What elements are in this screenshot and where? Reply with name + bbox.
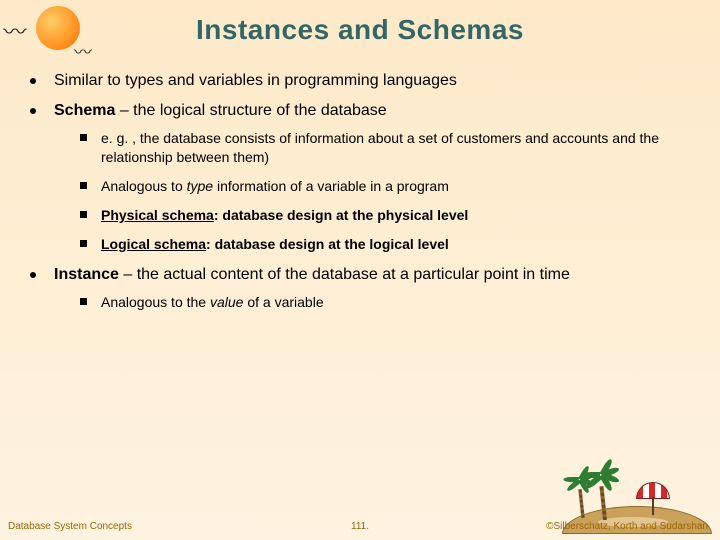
main-bullet: Schema – the logical structure of the da… (30, 100, 700, 122)
sub-bullet: Logical schema: database design at the l… (80, 235, 700, 254)
bullet-text: Schema – the logical structure of the da… (54, 100, 387, 122)
sub-bullet: Analogous to type information of a varia… (80, 177, 700, 196)
text-fragment: Analogous to (101, 178, 187, 194)
bullet-text: Similar to types and variables in progra… (54, 70, 457, 92)
palm-tree-icon (592, 464, 618, 520)
sub-bullet: Physical schema: database design at the … (80, 206, 700, 225)
footer-left: Database System Concepts (8, 521, 132, 532)
palm-trunk (599, 486, 607, 520)
umbrella-icon (636, 482, 670, 516)
square-bullet-icon (80, 182, 87, 189)
sub-bullet: Analogous to the value of a variable (80, 293, 700, 312)
footer-right: ©Silberschatz, Korth and Sudarshan (546, 521, 708, 532)
sub-bullet-text: e. g. , the database consists of informa… (101, 129, 700, 167)
bullet-text-rest: – the actual content of the database at … (119, 266, 570, 283)
text-fragment: Analogous to the (101, 294, 210, 310)
main-bullet: Instance – the actual content of the dat… (30, 264, 700, 286)
palm-trunk (578, 489, 584, 518)
emphasis-value: value (210, 294, 243, 310)
slide-title: Instances and Schemas (0, 0, 720, 46)
bullet-dot-icon (30, 108, 36, 114)
sub-bullet-list: Analogous to the value of a variable (80, 293, 700, 312)
text-fragment: : database design at the logical level (206, 236, 449, 252)
square-bullet-icon (80, 240, 87, 247)
slide-footer: Database System Concepts 111. ©Silbersch… (0, 521, 720, 532)
text-fragment: : database design at the physical level (214, 207, 468, 223)
footer-center: 111. (351, 521, 369, 532)
term-instance: Instance (54, 266, 119, 283)
bullet-dot-icon (30, 78, 36, 84)
sub-bullet-text: Physical schema: database design at the … (101, 206, 478, 225)
slide-content: Similar to types and variables in progra… (30, 70, 700, 322)
square-bullet-icon (80, 298, 87, 305)
sub-bullet-text: Analogous to the value of a variable (101, 293, 334, 312)
term-logical-schema: Logical schema (101, 236, 206, 252)
bullet-text-rest: – the logical structure of the database (115, 102, 386, 119)
term-schema: Schema (54, 102, 115, 119)
main-bullet: Similar to types and variables in progra… (30, 70, 700, 92)
square-bullet-icon (80, 134, 87, 141)
text-fragment: information of a variable in a program (213, 178, 449, 194)
bullet-text: Instance – the actual content of the dat… (54, 264, 570, 286)
emphasis-type: type (187, 178, 213, 194)
term-physical-schema: Physical schema (101, 207, 214, 223)
bird-icon: 〰 (3, 18, 26, 44)
sub-bullet-text: Logical schema: database design at the l… (101, 235, 459, 254)
bird-icon: 〰 (74, 42, 92, 62)
umbrella-pole (652, 497, 654, 515)
sub-bullet-list: e. g. , the database consists of informa… (80, 129, 700, 253)
palm-fronds (588, 464, 622, 488)
square-bullet-icon (80, 211, 87, 218)
text-fragment: of a variable (243, 294, 323, 310)
sub-bullet: e. g. , the database consists of informa… (80, 129, 700, 167)
slide: 〰 〰 Instances and Schemas Similar to typ… (0, 0, 720, 540)
bullet-dot-icon (30, 272, 36, 278)
sub-bullet-text: Analogous to type information of a varia… (101, 177, 459, 196)
